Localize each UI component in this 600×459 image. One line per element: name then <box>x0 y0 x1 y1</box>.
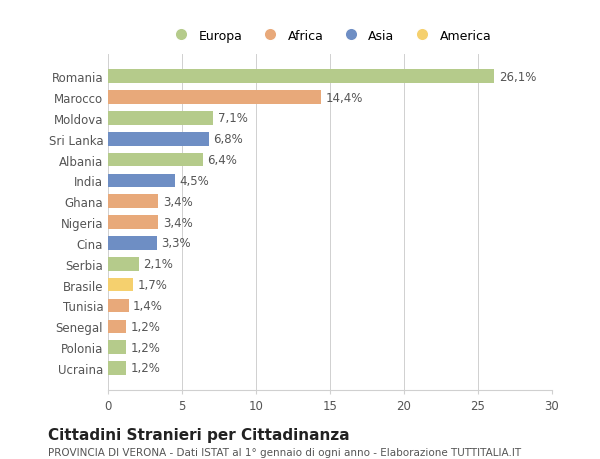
Text: 1,2%: 1,2% <box>130 320 160 333</box>
Text: Cittadini Stranieri per Cittadinanza: Cittadini Stranieri per Cittadinanza <box>48 427 350 442</box>
Bar <box>108 133 209 146</box>
Bar <box>108 174 175 188</box>
Text: 3,4%: 3,4% <box>163 216 193 229</box>
Bar <box>108 216 158 230</box>
Text: 7,1%: 7,1% <box>218 112 247 125</box>
Bar <box>108 299 129 313</box>
Text: 1,2%: 1,2% <box>130 362 160 375</box>
Text: 1,2%: 1,2% <box>130 341 160 354</box>
Bar <box>108 70 494 84</box>
Text: 6,8%: 6,8% <box>213 133 243 146</box>
Text: 26,1%: 26,1% <box>499 71 536 84</box>
Bar <box>108 341 126 354</box>
Text: 1,4%: 1,4% <box>133 299 163 312</box>
Bar <box>108 257 139 271</box>
Text: 3,3%: 3,3% <box>161 237 191 250</box>
Text: 6,4%: 6,4% <box>207 154 237 167</box>
Bar <box>108 112 213 125</box>
Bar <box>108 237 157 250</box>
Bar <box>108 153 203 167</box>
Bar <box>108 91 321 105</box>
Bar <box>108 320 126 333</box>
Text: 1,7%: 1,7% <box>137 279 167 291</box>
Text: 3,4%: 3,4% <box>163 196 193 208</box>
Text: 2,1%: 2,1% <box>143 257 173 271</box>
Legend: Europa, Africa, Asia, America: Europa, Africa, Asia, America <box>164 24 496 47</box>
Text: PROVINCIA DI VERONA - Dati ISTAT al 1° gennaio di ogni anno - Elaborazione TUTTI: PROVINCIA DI VERONA - Dati ISTAT al 1° g… <box>48 448 521 458</box>
Text: 4,5%: 4,5% <box>179 174 209 188</box>
Text: 14,4%: 14,4% <box>326 91 363 104</box>
Bar <box>108 278 133 292</box>
Bar <box>108 361 126 375</box>
Bar <box>108 195 158 208</box>
